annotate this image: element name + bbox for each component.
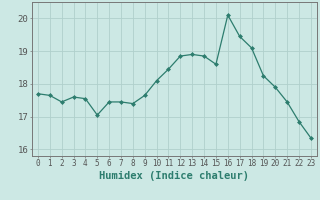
X-axis label: Humidex (Indice chaleur): Humidex (Indice chaleur) xyxy=(100,171,249,181)
